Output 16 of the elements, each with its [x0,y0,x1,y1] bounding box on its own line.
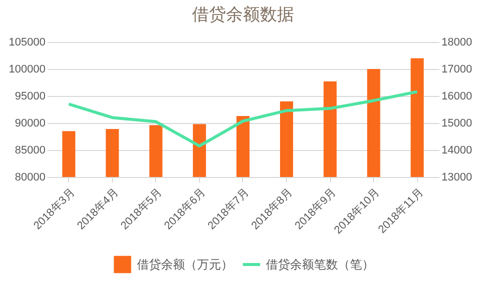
y-tick-label: 80000 [14,172,46,184]
line-series [67,90,419,148]
y2-tick-label: 14000 [442,144,472,156]
legend-label: 借贷余额（万元） [137,258,233,272]
legend-label: 借贷余额笔数（笔） [266,258,374,272]
y-tick-label: 105000 [8,36,46,48]
y2-tick-label: 15000 [442,118,472,130]
y-tick-label: 95000 [14,90,46,102]
y-tick-label: 90000 [14,118,46,130]
y2-tick-label: 13000 [442,172,472,184]
y-tick-label: 100000 [8,64,46,76]
y2-tick-label: 17000 [442,64,472,76]
chart-title: 借贷余额数据 [192,5,294,24]
y2-tick-label: 16000 [442,90,472,102]
y-tick-label: 85000 [14,144,46,156]
y2-tick-label: 18000 [442,36,472,48]
